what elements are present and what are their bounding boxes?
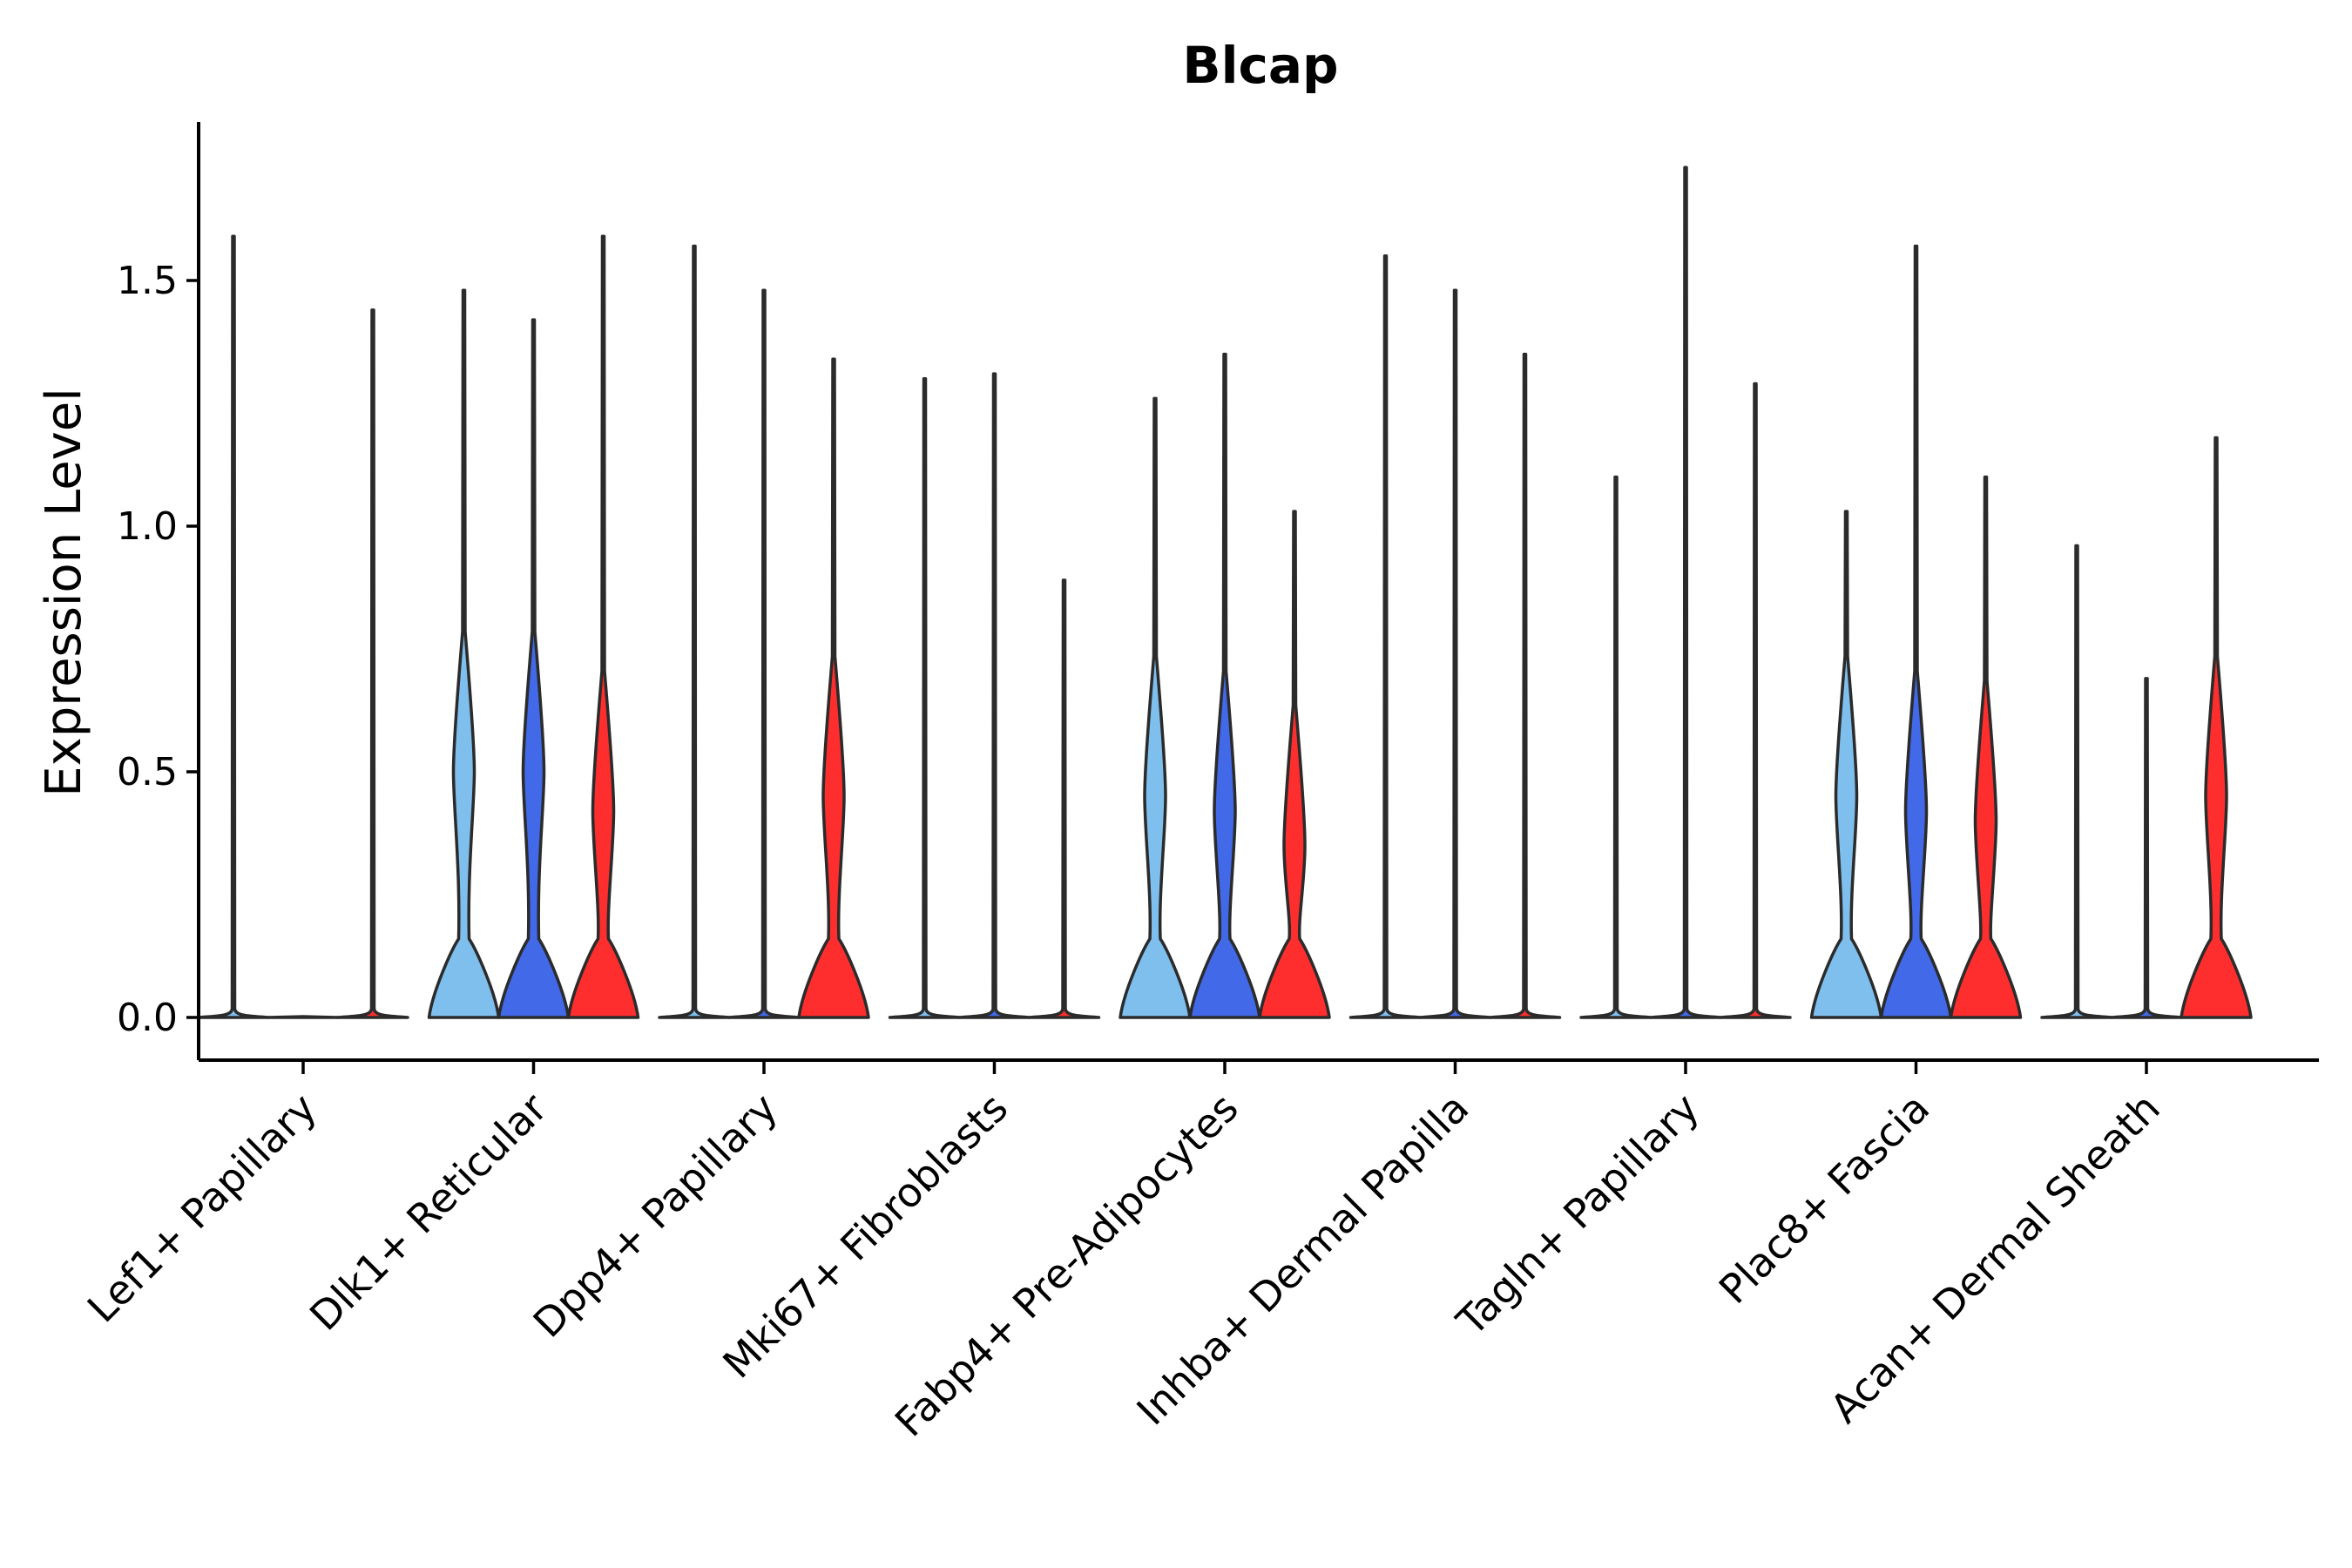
violin-group-3 (1027, 578, 1101, 1019)
violin-group-3 (566, 234, 640, 1019)
x-tick-label: Dpp4+ Papillary (524, 1085, 787, 1347)
violin-group-1 (888, 377, 962, 1019)
violin-group-1 (1348, 254, 1423, 1019)
y-tick-label: 0.5 (117, 750, 178, 794)
y-tick-label: 0.0 (117, 996, 178, 1040)
violin-group-3 (1719, 382, 1792, 1019)
violin-group-1 (1809, 510, 1883, 1019)
violin-group-2 (1188, 352, 1261, 1019)
violin-group-2 (497, 318, 571, 1019)
violin-group-1 (1119, 396, 1192, 1019)
y-axis: 0.0 0.5 1.0 1.5 (117, 122, 200, 1060)
x-tick-label: Tagln+ Papillary (1447, 1085, 1708, 1346)
violin-group-3 (1488, 352, 1562, 1019)
violin-group-2 (727, 288, 801, 1019)
violin-group-1 (1579, 475, 1652, 1019)
violin-group-3 (1949, 475, 2023, 1019)
violin-group-2 (1879, 244, 1953, 1019)
violin-group-1 (658, 244, 731, 1019)
violin-group-3 (1258, 510, 1331, 1019)
violin-group-3 (2180, 436, 2253, 1019)
y-tick-label: 1.0 (117, 504, 178, 549)
x-tick-label: Plac8+ Fascia (1710, 1085, 1938, 1313)
violin-group-3 (797, 357, 870, 1019)
violin-group-2 (1649, 166, 1722, 1019)
violin-group-3 (336, 308, 409, 1019)
x-tick-label: Dlk1+ Reticular (301, 1085, 556, 1340)
violin-group-2 (2110, 677, 2183, 1019)
violin-plot-area (197, 166, 2253, 1019)
x-tick-label: Lef1+ Papillary (78, 1085, 326, 1332)
y-axis-label: Expression Level (36, 388, 92, 797)
violin-group-2 (957, 372, 1031, 1019)
y-tick-label: 1.5 (117, 259, 178, 303)
violin-group-1 (197, 234, 270, 1019)
violin-group-2 (1418, 288, 1492, 1019)
chart-title: Blcap (1182, 36, 1338, 95)
violin-group-1 (427, 288, 501, 1019)
violin-group-1 (2040, 544, 2113, 1019)
